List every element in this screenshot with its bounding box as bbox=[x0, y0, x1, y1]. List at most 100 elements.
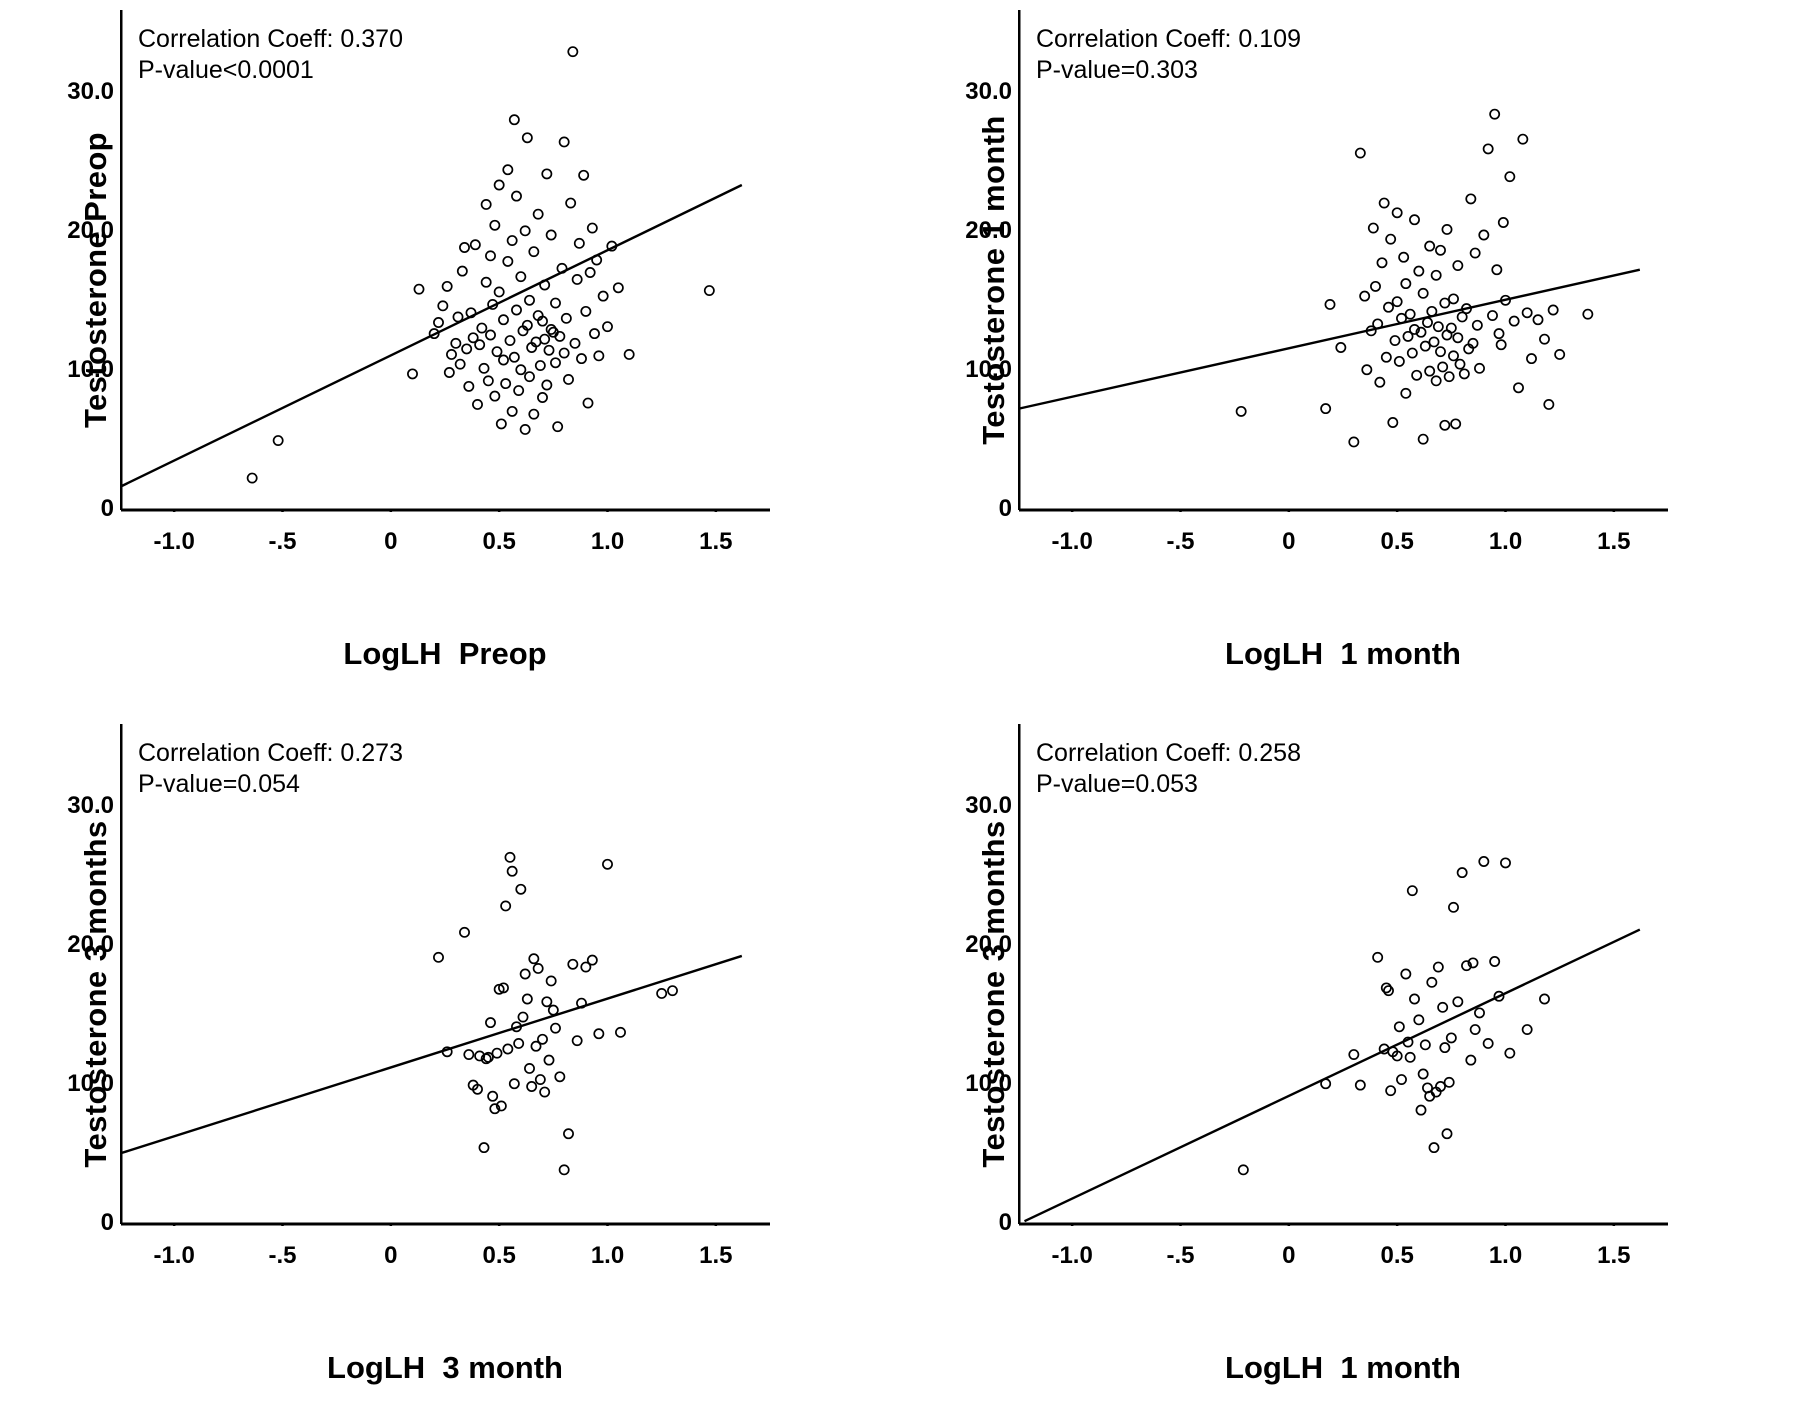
panel-1-stats-annotation: Correlation Coeff: 0.370 P-value<0.0001 bbox=[138, 24, 403, 85]
panel-2-x-tick-label: 0 bbox=[1282, 528, 1296, 555]
data-point bbox=[1489, 956, 1501, 967]
data-point bbox=[1428, 1142, 1440, 1154]
data-point bbox=[515, 271, 527, 283]
data-point bbox=[493, 286, 505, 298]
data-point bbox=[1354, 1079, 1366, 1091]
data-point bbox=[591, 254, 603, 266]
data-point bbox=[1469, 1024, 1481, 1036]
data-point bbox=[1413, 265, 1425, 277]
data-point bbox=[1380, 351, 1392, 363]
panel-4-x-tick-label: -.5 bbox=[1166, 1242, 1195, 1269]
data-point bbox=[480, 276, 492, 288]
data-point bbox=[498, 354, 509, 366]
panel-4-x-tick-label: 0.5 bbox=[1380, 1242, 1414, 1269]
panel-2: Testosterone 1 month 0 10.0 20.0 30.0 -1.0 -.… bbox=[898, 0, 1795, 714]
data-point bbox=[506, 405, 518, 417]
panel-2-y-tick-label: 0 bbox=[998, 495, 1012, 522]
regression-line bbox=[120, 183, 743, 488]
data-point bbox=[498, 982, 509, 994]
data-point bbox=[433, 951, 444, 963]
data-point bbox=[459, 242, 470, 253]
data-point bbox=[578, 169, 590, 181]
data-point bbox=[459, 926, 470, 938]
data-points bbox=[1235, 108, 1594, 448]
data-point bbox=[441, 280, 453, 292]
data-point bbox=[1452, 996, 1464, 1008]
data-point bbox=[1348, 436, 1360, 448]
data-point bbox=[1437, 1001, 1449, 1013]
panel-1-x-tick-label: 1.0 bbox=[590, 528, 625, 555]
data-point bbox=[1435, 244, 1446, 256]
panel-4-axes bbox=[1018, 724, 1668, 1226]
panel-2-x-tick-label: 1.5 bbox=[1597, 528, 1631, 555]
data-point bbox=[521, 319, 533, 331]
data-point bbox=[1324, 298, 1336, 310]
data-point bbox=[539, 1086, 551, 1098]
data-point bbox=[1517, 133, 1529, 145]
p-value-text: P-value<0.0001 bbox=[138, 55, 314, 84]
data-point bbox=[589, 328, 600, 340]
correlation-coefficient-text: Correlation Coeff: 0.109 bbox=[1036, 25, 1301, 53]
data-point bbox=[1467, 957, 1479, 969]
data-points bbox=[433, 851, 678, 1176]
data-point bbox=[487, 1090, 499, 1102]
panel-4-x-tick-label: -1.0 bbox=[1051, 1242, 1093, 1269]
data-point bbox=[537, 392, 548, 403]
data-point bbox=[1391, 1050, 1403, 1062]
data-point bbox=[1508, 315, 1520, 327]
data-point bbox=[506, 865, 518, 877]
data-point bbox=[586, 954, 598, 966]
data-point bbox=[571, 273, 583, 285]
data-point bbox=[534, 360, 546, 372]
data-point bbox=[1482, 1037, 1494, 1049]
panel-2-x-tick-label: 1.0 bbox=[1488, 528, 1523, 555]
data-point bbox=[532, 208, 544, 220]
data-point bbox=[1432, 961, 1444, 973]
data-point bbox=[517, 1011, 529, 1023]
data-point bbox=[508, 1078, 520, 1090]
panel-4-plot-area: 0 10.0 20.0 30.0 -1.0 -.5 0 0.5 1.0 1.5 Correlatio… bbox=[965, 724, 1668, 1269]
panel-1-x-tick-label: 0 bbox=[384, 528, 398, 555]
panel-2-y-tick-label: 10.0 bbox=[965, 356, 1012, 384]
data-point bbox=[1372, 951, 1384, 963]
data-point bbox=[1426, 305, 1438, 317]
data-point bbox=[539, 279, 551, 291]
data-point bbox=[1404, 308, 1416, 320]
data-point bbox=[1435, 346, 1446, 358]
data-point bbox=[521, 132, 533, 144]
data-point bbox=[478, 1142, 490, 1154]
panel-4-y-tick-label: 10.0 bbox=[965, 1070, 1012, 1098]
data-point bbox=[576, 997, 587, 1009]
data-point bbox=[563, 373, 574, 385]
data-point bbox=[1354, 147, 1366, 159]
data-point bbox=[1445, 1032, 1457, 1044]
data-point bbox=[1547, 304, 1559, 316]
data-point bbox=[1491, 264, 1503, 276]
data-point bbox=[500, 900, 512, 912]
data-point bbox=[1448, 350, 1459, 362]
data-point bbox=[539, 333, 551, 345]
data-point bbox=[1471, 319, 1483, 331]
panel-1-x-tick-label: 1.5 bbox=[699, 528, 733, 555]
data-point bbox=[437, 300, 449, 312]
data-point bbox=[602, 858, 613, 870]
data-point bbox=[1402, 330, 1414, 342]
data-point bbox=[1539, 993, 1550, 1005]
panel-1-y-tick-label: 10.0 bbox=[67, 356, 114, 384]
data-point bbox=[558, 136, 570, 148]
data-point bbox=[508, 351, 520, 363]
data-point bbox=[1415, 326, 1427, 338]
data-point bbox=[495, 1100, 507, 1112]
data-point bbox=[502, 164, 514, 176]
data-point bbox=[1393, 355, 1405, 367]
panel-2-y-tick-label: 20.0 bbox=[965, 217, 1012, 245]
data-point bbox=[1402, 1036, 1414, 1048]
regression-line bbox=[120, 954, 743, 1155]
data-point bbox=[1465, 1054, 1477, 1066]
correlation-coefficient-text: Correlation Coeff: 0.258 bbox=[1036, 739, 1301, 767]
p-value-text: P-value=0.053 bbox=[1036, 769, 1198, 798]
panel-4-x-tick-label: 1.0 bbox=[1488, 1242, 1523, 1269]
data-point bbox=[1489, 108, 1501, 120]
data-point bbox=[1430, 269, 1442, 281]
data-point bbox=[543, 344, 555, 356]
